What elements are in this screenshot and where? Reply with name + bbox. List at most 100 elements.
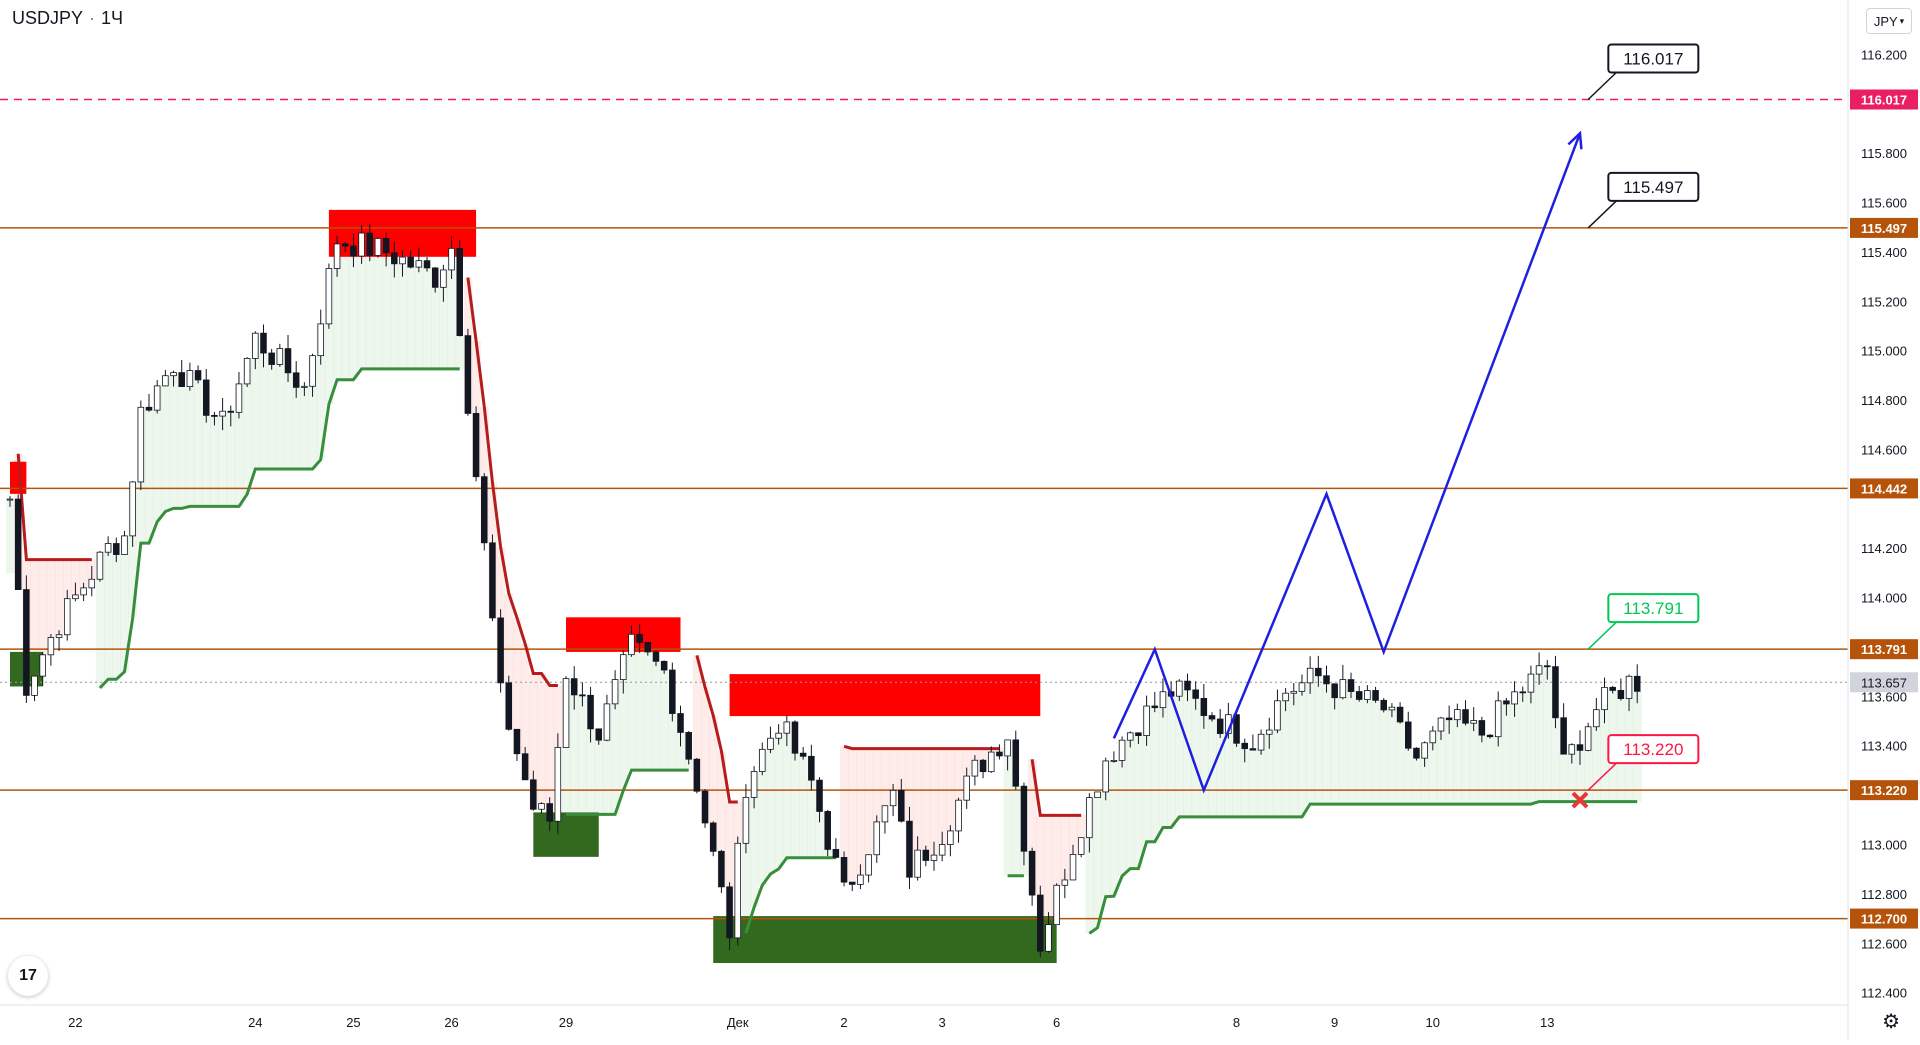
candle-body — [588, 695, 594, 729]
candle-body — [539, 804, 545, 810]
y-tick-label: 114.600 — [1861, 442, 1907, 457]
candle-body — [612, 680, 618, 704]
candle-body — [800, 753, 806, 756]
trend-fill-bar — [1077, 815, 1086, 837]
trend-fill-bar — [791, 753, 800, 858]
y-tick-label: 116.200 — [1861, 47, 1907, 62]
candle-body — [1201, 698, 1207, 715]
candle-body — [792, 722, 798, 753]
candle-body — [105, 544, 111, 553]
header-dot: · — [83, 8, 101, 28]
candle-body — [146, 407, 152, 410]
interval-label[interactable]: 1Ч — [101, 8, 123, 28]
candle-body — [661, 661, 667, 670]
candle-body — [1561, 718, 1567, 754]
candle-body — [637, 634, 643, 642]
candle-body — [113, 544, 119, 555]
candle-body — [710, 823, 716, 851]
trend-fill-bar — [210, 416, 219, 506]
trend-fill-bar — [652, 661, 661, 770]
candle-body — [89, 579, 95, 588]
candle-body — [236, 384, 242, 412]
candle-body — [1144, 706, 1150, 736]
trend-fill-bar — [807, 780, 816, 858]
y-tick-label: 112.800 — [1861, 887, 1907, 902]
trend-fill-bar — [636, 642, 645, 770]
trend-fill-bar — [55, 560, 64, 635]
candle-body — [195, 371, 201, 380]
trend-fill-bar — [1282, 693, 1291, 817]
trend-fill-bar — [644, 652, 653, 770]
candle-body — [1479, 721, 1485, 736]
trend-fill-bar — [341, 246, 350, 380]
candle-body — [441, 270, 447, 287]
trend-fill-bar — [922, 749, 931, 861]
candle-body — [849, 882, 855, 884]
candle-body — [1593, 710, 1599, 727]
x-tick-label: Дек — [727, 1015, 749, 1030]
candle-body — [1536, 666, 1542, 674]
trend-fill-bar — [104, 544, 113, 680]
candle-body — [1111, 760, 1117, 761]
y-tick-label: 113.000 — [1861, 837, 1907, 852]
trend-fill-bar — [390, 264, 399, 369]
x-tick-label: 25 — [346, 1015, 360, 1030]
candle-body — [956, 800, 962, 831]
candle-body — [1054, 885, 1060, 924]
x-tick-label: 8 — [1233, 1015, 1240, 1030]
candle-body — [694, 759, 700, 791]
y-tick-label: 112.400 — [1861, 986, 1907, 1001]
x-tick-label: 6 — [1053, 1015, 1060, 1030]
candle-body — [1283, 693, 1289, 701]
candle-body — [907, 821, 913, 877]
trend-fill-bar — [186, 371, 195, 507]
candle-body — [522, 754, 528, 780]
trend-fill-bar — [1331, 698, 1340, 804]
tradingview-logo-icon[interactable]: 17 — [8, 956, 48, 996]
candle-body — [719, 851, 725, 887]
candle-body — [1397, 707, 1403, 722]
trend-fill-bar — [1396, 722, 1405, 804]
candle-body — [212, 415, 218, 416]
candle-body — [326, 268, 332, 323]
candle-body — [563, 679, 569, 748]
y-tick-label: 114.200 — [1861, 541, 1907, 556]
trend-fill-bar — [1126, 733, 1135, 869]
demand-zone — [533, 812, 598, 856]
candle-body — [530, 780, 536, 809]
demand-zone — [713, 916, 1056, 963]
candle-body — [261, 333, 267, 353]
candle-body — [342, 244, 348, 246]
candle-body — [32, 676, 38, 695]
trend-fill-bar — [799, 756, 808, 857]
candle-body — [1275, 701, 1281, 730]
candle-body — [808, 756, 814, 780]
y-tick-label: 115.200 — [1861, 294, 1907, 309]
candle-body — [972, 760, 978, 776]
candle-body — [473, 413, 479, 476]
trend-fill-bar — [938, 749, 947, 845]
candle-body — [1209, 716, 1215, 719]
gear-icon[interactable]: ⚙ — [1882, 1009, 1900, 1034]
symbol-label[interactable]: USDJPY — [12, 8, 83, 28]
candle-body — [15, 499, 21, 590]
candle-body — [48, 638, 54, 655]
candle-body — [424, 261, 430, 268]
candle-body — [81, 588, 87, 595]
candle-body — [220, 411, 226, 416]
currency-select[interactable]: JPY▾ — [1866, 8, 1912, 34]
trend-fill-bar — [1167, 696, 1176, 827]
trend-fill-bar — [423, 268, 432, 369]
candle-body — [743, 797, 749, 843]
candle-body — [277, 349, 283, 365]
trend-fill-bar — [415, 261, 424, 369]
trend-fill-bar — [1200, 716, 1209, 817]
candle-body — [1577, 745, 1583, 751]
candle-body — [555, 748, 561, 822]
candle-body — [187, 371, 193, 387]
trend-fill-bar — [1110, 760, 1119, 896]
candle-body — [1520, 692, 1526, 693]
trend-fill-bar — [1044, 815, 1053, 924]
